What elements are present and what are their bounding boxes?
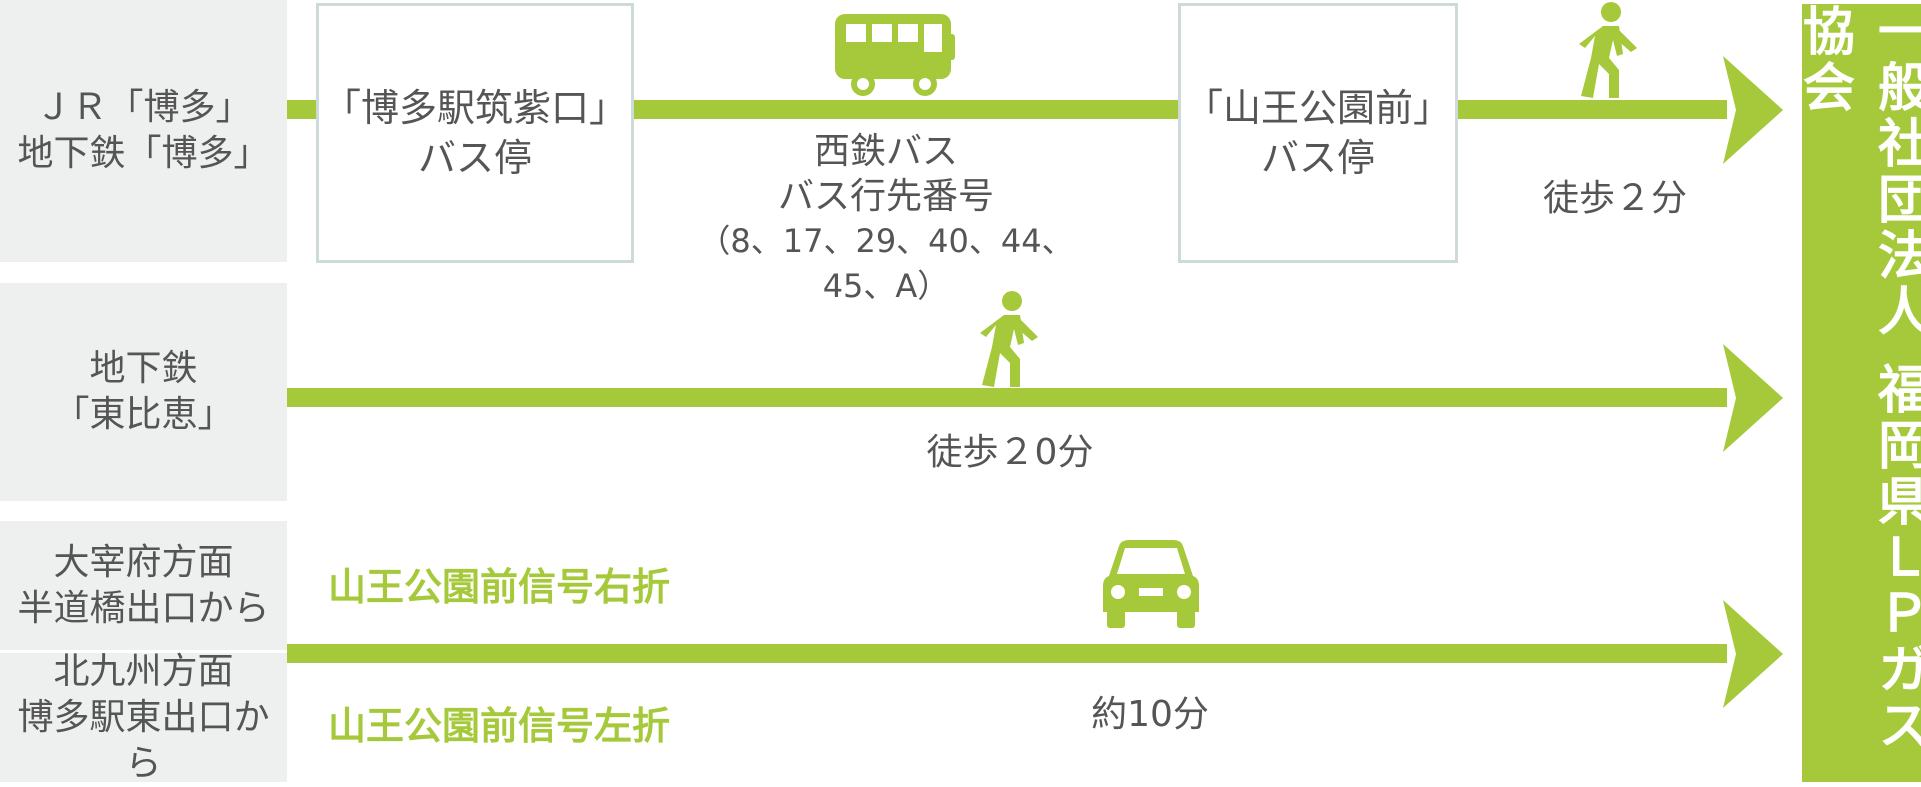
walk-time-jr: 徒歩２分: [1520, 176, 1710, 221]
bus-stop-2-line1: 「山王公園前」: [1185, 83, 1451, 133]
bus-route-line2: バス行先番号: [666, 174, 1106, 219]
arrowhead-jr: [1723, 56, 1783, 164]
walker-icon: [976, 289, 1046, 389]
origin-subway-line1: 地下鉄: [89, 346, 197, 392]
bus-route-line1: 西鉄バス: [666, 129, 1106, 174]
arrowhead-subway: [1723, 344, 1783, 452]
turn-left-instruction: 山王公園前信号左折: [328, 695, 670, 750]
bus-stop-sanno-koen-mae: 「山王公園前」 バス停: [1178, 3, 1458, 263]
bus-stop-1-line2: バス停: [418, 133, 532, 183]
bus-route-info: 西鉄バス バス行先番号 （8、17、29、40、44、45、A）: [666, 129, 1106, 309]
walk-time-subway: 徒歩２0分: [860, 430, 1160, 475]
origin-subway-higashihie: 地下鉄 「東比恵」: [0, 283, 287, 501]
origin-jr-line2: 地下鉄「博多」: [17, 131, 269, 177]
destination-lpgas-association: 一般社団法人 福岡県ＬＰガス協会: [1802, 4, 1921, 782]
car-icon: [1101, 538, 1201, 630]
bus-stop-hakata-chikushi: 「博多駅筑紫口」 バス停: [316, 3, 634, 263]
origin-jr-line1: ＪＲ「博多」: [35, 85, 251, 131]
origin-jr-hakata: ＪＲ「博多」 地下鉄「博多」: [0, 0, 287, 262]
walker-icon: [1575, 0, 1645, 100]
origin-kitakyushu-line2: 博多駅東出口から: [0, 695, 287, 787]
turn-right-instruction: 山王公園前信号右折: [328, 556, 670, 611]
origin-subway-line2: 「東比恵」: [53, 392, 233, 438]
bus-stop-2-line2: バス停: [1261, 133, 1375, 183]
origin-dazaifu: 大宰府方面 半道橋出口から: [0, 521, 287, 650]
origin-kitakyushu: 北九州方面 博多駅東出口から: [0, 653, 287, 782]
bus-stop-1-line1: 「博多駅筑紫口」: [323, 83, 627, 133]
drive-time: 約10分: [1030, 692, 1270, 737]
bus-icon: [833, 12, 958, 97]
origin-dazaifu-line1: 大宰府方面: [53, 540, 233, 586]
origin-kitakyushu-line1: 北九州方面: [53, 649, 233, 695]
arrowhead-car: [1723, 600, 1783, 708]
origin-dazaifu-line2: 半道橋出口から: [17, 586, 269, 632]
route-line-car: [287, 644, 1727, 663]
route-line-subway: [287, 388, 1727, 407]
destination-label: 一般社団法人 福岡県ＬＰガス協会: [1787, 4, 1921, 782]
